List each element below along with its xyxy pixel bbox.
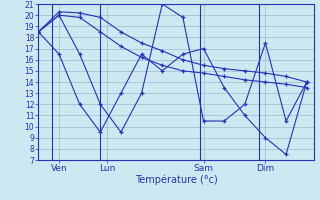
X-axis label: Température (°c): Température (°c): [135, 175, 217, 185]
